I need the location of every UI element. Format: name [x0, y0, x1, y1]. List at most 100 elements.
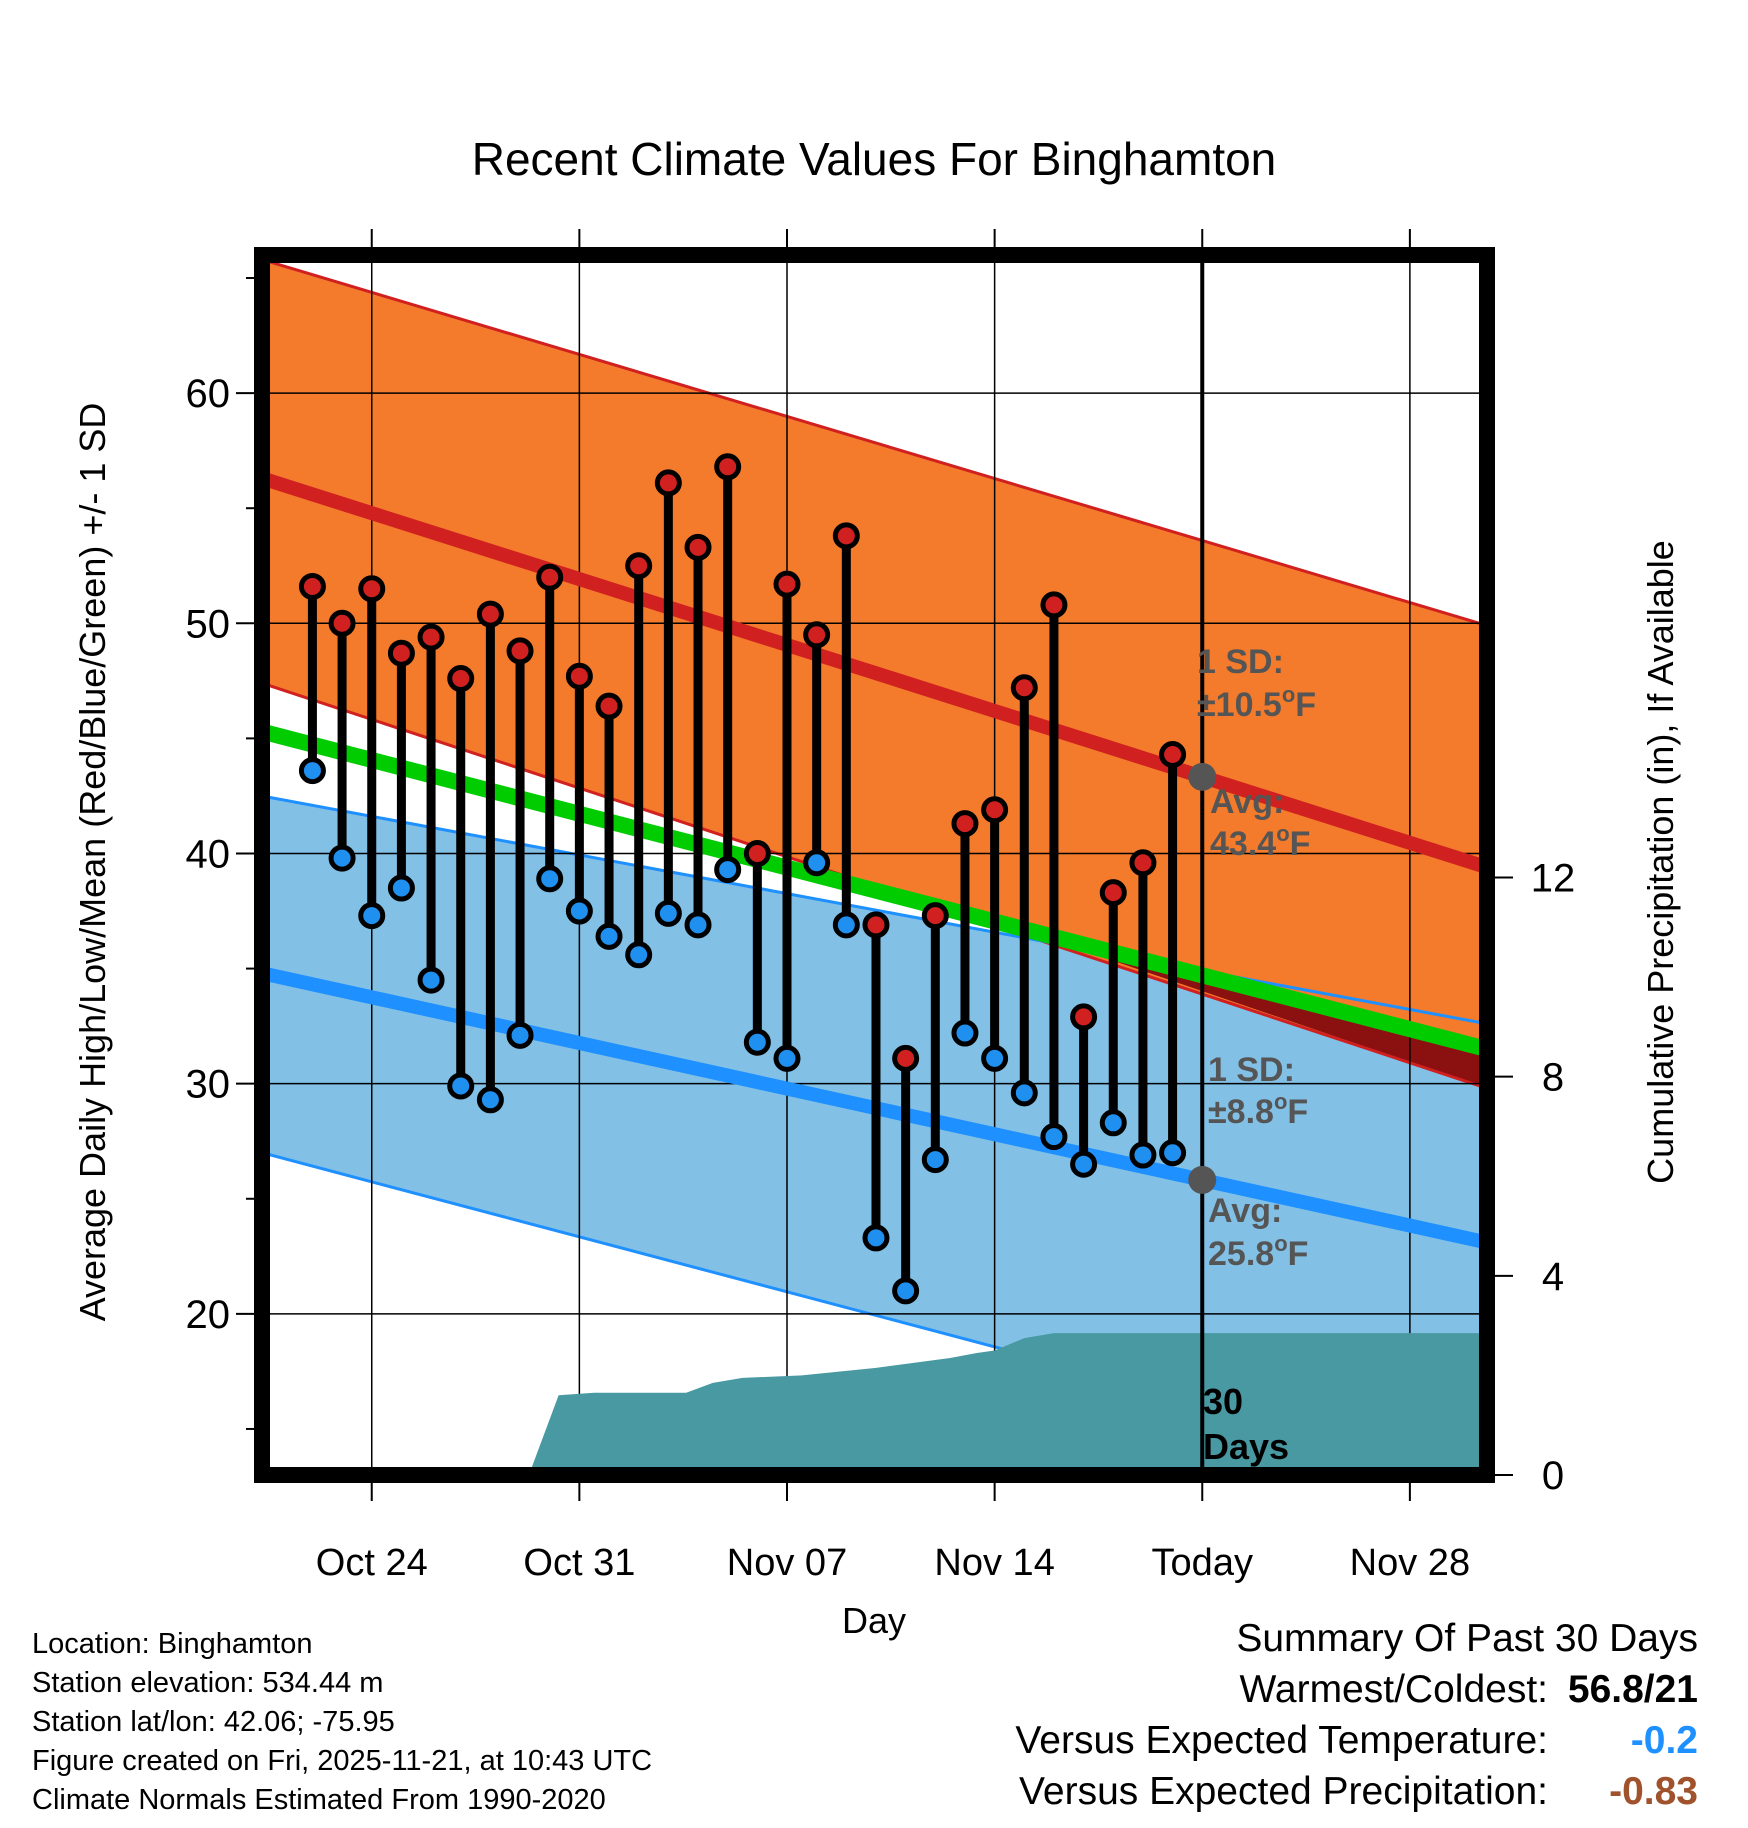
low-temp-point: [565, 897, 593, 925]
high-temp-point: [506, 637, 534, 665]
high-temp-point: [892, 1044, 920, 1072]
high-temp-point: [803, 621, 831, 649]
low-sd-upper-line: [262, 794, 1487, 1026]
chart-title: Recent Climate Values For Binghamton: [472, 133, 1277, 185]
high-temp-point: [1129, 849, 1157, 877]
summary-panel: Summary Of Past 30 Days Warmest/Coldest:…: [1015, 1613, 1698, 1817]
low-temp-point: [951, 1019, 979, 1047]
high-temp-point: [565, 662, 593, 690]
high-temp-point: [476, 600, 504, 628]
y-tick-label: 20: [186, 1293, 231, 1337]
latlon-text: Station lat/lon: 42.06; -75.95: [32, 1706, 395, 1738]
elevation-text: Station elevation: 534.44 m: [32, 1667, 384, 1699]
temp-value: -0.2: [1630, 1719, 1698, 1762]
normal-mean-line: [262, 723, 1487, 1057]
x-tick-label: Nov 28: [1350, 1542, 1470, 1584]
precip-area: [528, 1333, 1487, 1475]
high-temp-point: [684, 533, 712, 561]
low-temp-point: [298, 757, 326, 785]
low-temp-point: [1070, 1150, 1098, 1178]
summary-title: Summary Of Past 30 Days: [1236, 1617, 1698, 1660]
precip-label: Versus Expected Precipitation:: [1019, 1770, 1548, 1813]
high-temp-point: [1040, 591, 1068, 619]
high-temp-point: [743, 839, 771, 867]
low-temp-point: [1099, 1109, 1127, 1137]
y-tick-label: 40: [186, 832, 231, 876]
low-temp-point: [981, 1044, 1009, 1072]
low-sd-value: ±8.8oF: [1208, 1089, 1308, 1131]
low-temp-point: [892, 1277, 920, 1305]
high-temp-point: [1159, 741, 1187, 769]
high-sd-value: ±10.5oF: [1197, 682, 1316, 724]
days-word: Days: [1203, 1426, 1289, 1467]
y-tick-label: 30: [186, 1063, 231, 1107]
y-tick-label: 60: [186, 372, 231, 416]
plot-frame: [254, 247, 1495, 1483]
high-temp-point: [951, 810, 979, 838]
high-temp-point: [1010, 674, 1038, 702]
temp-label: Versus Expected Temperature:: [1015, 1719, 1548, 1762]
high-temp-point: [387, 639, 415, 667]
low-sd-title: 1 SD:: [1208, 1051, 1295, 1089]
normals-text: Climate Normals Estimated From 1990-2020: [32, 1784, 606, 1816]
low-temp-point: [328, 844, 356, 872]
high-temp-point: [654, 469, 682, 497]
high-temp-point: [714, 453, 742, 481]
low-temp-point: [625, 941, 653, 969]
high-temp-point: [862, 911, 890, 939]
high-avg-value: 43.4oF: [1210, 821, 1310, 863]
low-avg-title: Avg:: [1208, 1192, 1282, 1230]
x-axis-label: Day: [842, 1600, 906, 1641]
low-temp-point: [536, 865, 564, 893]
days-number: 30: [1203, 1381, 1243, 1422]
normal-high-line: [262, 471, 1487, 874]
high-temp-point: [595, 692, 623, 720]
high-sd-title: 1 SD:: [1197, 643, 1284, 681]
high-temp-point: [832, 522, 860, 550]
created-text: Figure created on Fri, 2025-11-21, at 10…: [32, 1745, 653, 1777]
warmest-label: Warmest/Coldest:: [1239, 1668, 1548, 1711]
low-temp-point: [1129, 1141, 1157, 1169]
low-temp-point: [684, 911, 712, 939]
x-tick-label: Oct 31: [523, 1542, 635, 1584]
x-tick-label: Nov 14: [934, 1542, 1054, 1584]
low-temp-point: [417, 966, 445, 994]
summary-temp-row: Versus Expected Temperature: -0.2: [1015, 1715, 1698, 1766]
high-temp-point: [447, 665, 475, 693]
x-tick-label: Nov 07: [727, 1542, 847, 1584]
low-avg-value: 25.8oF: [1208, 1231, 1308, 1273]
location-text: Location: Binghamton: [32, 1628, 313, 1660]
low-temp-point: [476, 1086, 504, 1114]
low-temp-point: [358, 902, 386, 930]
y2-tick-label: 0: [1542, 1454, 1564, 1498]
low-temp-point: [803, 849, 831, 877]
low-temp-point: [595, 922, 623, 950]
y-tick-label: 50: [186, 602, 231, 646]
low-temp-point: [654, 899, 682, 927]
low-temp-point: [862, 1224, 890, 1252]
high-temp-point: [981, 796, 1009, 824]
y2-axis-label: Cumulative Precipitation (in), If Availa…: [1640, 540, 1681, 1184]
low-temp-point: [1159, 1139, 1187, 1167]
x-tick-label: Oct 24: [316, 1542, 428, 1584]
high-avg-marker: [1188, 762, 1217, 791]
x-tick-label: Today: [1152, 1542, 1253, 1584]
high-temp-point: [328, 609, 356, 637]
overlap-region: [1009, 925, 1487, 1089]
y2-tick-label: 8: [1542, 1056, 1564, 1100]
high-sd-upper-line: [262, 258, 1487, 628]
low-temp-point: [832, 911, 860, 939]
warmest-value: 56.8/21: [1567, 1668, 1698, 1711]
high-temp-point: [536, 563, 564, 591]
high-temp-point: [1070, 1003, 1098, 1031]
high-temp-point: [1099, 879, 1127, 907]
high-temp-point: [921, 902, 949, 930]
low-temp-point: [773, 1044, 801, 1072]
high-temp-point: [358, 575, 386, 603]
low-temp-point: [447, 1072, 475, 1100]
low-temp-point: [743, 1028, 771, 1056]
summary-precip-row: Versus Expected Precipitation: -0.83: [1015, 1766, 1698, 1817]
high-temp-point: [625, 552, 653, 580]
high-temp-point: [773, 570, 801, 598]
